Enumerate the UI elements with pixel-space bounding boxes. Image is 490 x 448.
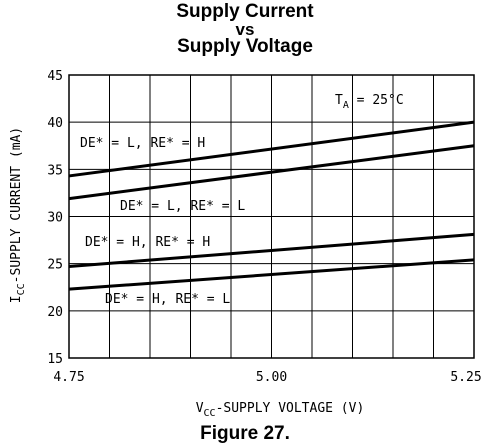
annotation-rest: = 25°C: [349, 93, 404, 108]
chart-title-line-2: vs: [235, 20, 255, 39]
series-label: DE* = L, RE* = L: [120, 199, 245, 214]
series-line: [68, 144, 475, 201]
x-tick-label: 5.25: [450, 370, 481, 385]
x-axis-label-sub: CC: [204, 408, 216, 419]
y-tick-label: 35: [47, 163, 63, 178]
series-line: [68, 258, 475, 291]
series-line: [68, 120, 475, 178]
x-axis-label-rest: -SUPPLY VOLTAGE (V): [216, 401, 365, 416]
series-label: DE* = L, RE* = H: [80, 136, 205, 151]
y-tick-label: 15: [47, 352, 63, 367]
series-line: [68, 232, 475, 268]
y-axis-label-rest: -SUPPLY CURRENT (mA): [9, 127, 24, 284]
plot-frame: [68, 74, 475, 359]
tick-labels: 15 20 25 30 35 40 45 4.75 5.00 5.25: [47, 69, 481, 385]
temperature-annotation: TA = 25°C: [335, 93, 404, 111]
x-tick-label: 5.00: [256, 370, 287, 385]
x-tick-label: 4.75: [53, 370, 84, 385]
y-tick-label: 40: [47, 116, 63, 131]
series-label: DE* = H, RE* = H: [85, 235, 210, 250]
x-axis-label: VCC-SUPPLY VOLTAGE (V): [196, 401, 365, 419]
chart-title-line-3: Supply Voltage: [177, 36, 313, 57]
figure-caption: Figure 27.: [200, 423, 290, 444]
chart-title-line-1: Supply Current: [176, 1, 314, 22]
annotation-sub: A: [343, 100, 349, 111]
y-tick-label: 20: [47, 305, 63, 320]
series-lines: [68, 120, 475, 291]
y-tick-label: 30: [47, 211, 63, 226]
y-tick-label: 25: [47, 258, 63, 273]
y-axis-label: ICC-SUPPLY CURRENT (mA): [9, 127, 27, 303]
series-labels: DE* = L, RE* = H DE* = L, RE* = L DE* = H,…: [80, 136, 245, 307]
grid: [68, 74, 475, 359]
y-tick-label: 45: [47, 69, 63, 84]
y-axis-label-main: I: [9, 295, 24, 303]
x-axis-label-main: V: [196, 401, 204, 416]
y-axis-label-sub: CC: [16, 283, 27, 295]
annotation-main: T: [335, 93, 343, 108]
series-label: DE* = H, RE* = L: [105, 292, 230, 307]
